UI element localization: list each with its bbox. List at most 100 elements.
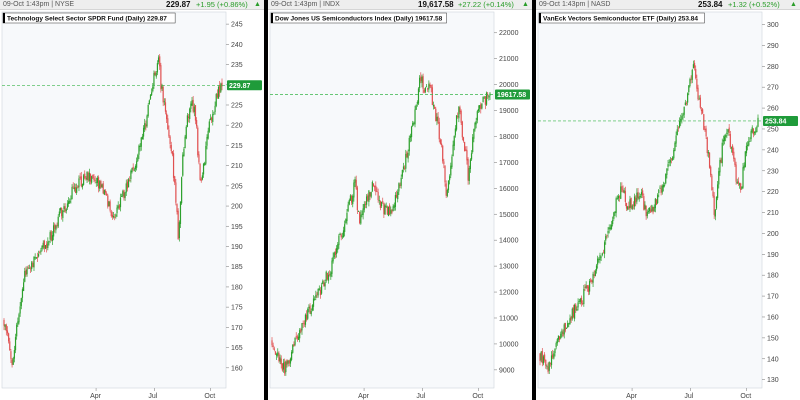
candle-body — [84, 173, 86, 178]
candle-body — [364, 203, 367, 205]
candle-body — [568, 323, 570, 325]
candle-body — [413, 122, 415, 124]
candle-body — [637, 192, 639, 198]
candle-body — [370, 192, 372, 197]
up-triangle-icon: ▲ — [790, 1, 797, 8]
candle-body — [636, 192, 638, 202]
candle-body — [548, 361, 550, 371]
candle-body — [629, 199, 631, 209]
candle-body — [451, 156, 453, 168]
candle-body — [736, 181, 738, 184]
header-exchange: NASD — [591, 1, 611, 8]
candle-body — [553, 353, 555, 359]
candle-body — [440, 143, 443, 146]
candle-body — [646, 211, 648, 217]
x-tick-label: Oct — [204, 393, 215, 400]
candle-body — [104, 190, 107, 193]
candle-body — [406, 152, 408, 158]
candle-body — [632, 204, 635, 206]
candle-body — [133, 169, 135, 171]
y-tick-label: 15000 — [499, 212, 519, 219]
candle-body — [168, 129, 170, 137]
price-chart[interactable]: 160 165 170 175 180 185 190 195 200 205 210 215 220 2… — [0, 10, 264, 400]
price-chart[interactable]: 9000 10000 11000 12000 13000 14000 15000 16000 1… — [268, 10, 532, 400]
candle-body — [472, 137, 474, 153]
candle-body — [645, 205, 647, 217]
candle-body — [34, 257, 36, 259]
candle-body — [184, 136, 186, 149]
candle-body — [733, 151, 735, 159]
candle-body — [461, 121, 463, 138]
candle-body — [735, 164, 737, 182]
candle-body — [153, 73, 155, 86]
candle-body — [468, 168, 470, 181]
candle-body — [194, 105, 197, 121]
x-tick-label: Jul — [416, 393, 425, 400]
candle-body — [211, 117, 213, 121]
chart-panel-djusc[interactable]: 09-Oct 1:43pm | INDX 19,617.58 +27.22 (+… — [268, 0, 532, 400]
candle-body — [695, 68, 697, 79]
candle-body — [282, 362, 285, 370]
candle-body — [718, 171, 720, 185]
candle-body — [67, 201, 70, 204]
chart-panel-xlk[interactable]: 09-Oct 1:43pm | NYSE 229.87 +1.95 (+0.86… — [0, 0, 264, 400]
candle-body — [392, 206, 394, 212]
candle-body — [428, 83, 430, 90]
y-tick-label: 22000 — [499, 30, 519, 37]
candle-body — [41, 245, 43, 250]
candle-body — [697, 87, 699, 100]
y-tick-label: 21000 — [499, 56, 519, 63]
candle-body — [346, 212, 348, 222]
candle-body — [653, 206, 655, 212]
candle-body — [274, 351, 277, 355]
candle-body — [402, 166, 405, 169]
candle-body — [131, 168, 133, 173]
candle-body — [47, 241, 49, 248]
candle-body — [306, 314, 308, 320]
candle-body — [409, 135, 412, 138]
candle-body — [477, 109, 480, 112]
price-chart[interactable]: 1301401501601701801902002102202302402502… — [536, 10, 800, 400]
y-tick-label: 20000 — [499, 82, 519, 89]
candle-body — [136, 161, 138, 168]
header-timestamp: 09-Oct 1:43pm — [539, 1, 586, 8]
candle-body — [383, 202, 385, 215]
candle-body — [696, 78, 698, 89]
candle-body — [108, 201, 110, 207]
candle-body — [40, 250, 42, 253]
candle-body — [549, 363, 551, 365]
candle-body — [186, 115, 188, 127]
candle-body — [375, 185, 377, 192]
y-tick-label: 10000 — [499, 341, 519, 348]
y-tick-label: 130 — [767, 377, 779, 384]
chart-panel-smh[interactable]: 09-Oct 1:43pm | NASD 253.84 +1.32 (+0.52… — [536, 0, 800, 400]
candle-body — [729, 134, 731, 148]
candle-body — [166, 113, 168, 120]
candle-body — [6, 330, 9, 334]
candle-body — [672, 157, 674, 161]
y-tick-label: 190 — [767, 252, 779, 259]
candle-body — [119, 197, 122, 208]
candle-body — [677, 127, 680, 129]
candle-body — [82, 175, 85, 185]
y-tick-label: 160 — [231, 365, 243, 372]
y-tick-label: 9000 — [499, 367, 515, 374]
candle-body — [147, 105, 149, 117]
candle-body — [630, 197, 632, 208]
candle-body — [384, 205, 386, 215]
candle-body — [118, 205, 120, 209]
candle-body — [307, 308, 309, 319]
candle-body — [285, 361, 287, 373]
candle-body — [137, 155, 139, 161]
y-tick-label: 280 — [767, 64, 779, 71]
candle-body — [171, 151, 174, 155]
candle-body — [308, 306, 310, 309]
candle-body — [667, 164, 669, 167]
candle-body — [58, 211, 60, 216]
plot-area — [537, 11, 763, 389]
header-meta: 09-Oct 1:43pm | NYSE — [3, 1, 75, 8]
candle-body — [431, 87, 433, 105]
candle-body — [459, 107, 461, 113]
candle-body — [202, 163, 205, 175]
candle-body — [444, 165, 446, 183]
